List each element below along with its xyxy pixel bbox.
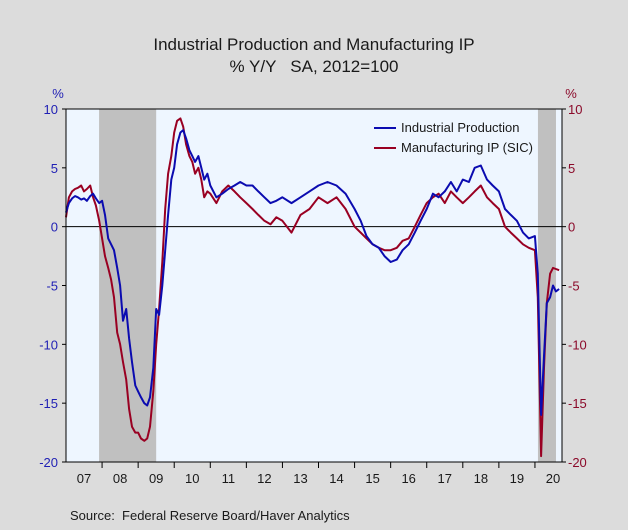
right-tick-label-6: -20 — [568, 455, 587, 470]
x-tick-label-14: 14 — [329, 471, 343, 486]
x-axis: 07 08 09 10 11 12 13 14 15 16 17 18 19 20 — [77, 462, 560, 486]
series-line-mfg — [65, 117, 560, 458]
right-axis-unit: % — [565, 86, 577, 101]
x-tick-label-07: 07 — [77, 471, 91, 486]
x-tick-label-11: 11 — [222, 471, 236, 486]
right-tick-label-0: 10 — [568, 102, 582, 117]
legend-label-mfg: Manufacturing IP (SIC) — [401, 140, 533, 155]
recession-band-0 — [99, 109, 157, 462]
right-axis: 10 5 0 -5 -10 -15 -20 — [562, 102, 587, 470]
right-tick-label-4: -10 — [568, 337, 587, 352]
series-line-ip — [65, 129, 560, 416]
left-tick-label-2: 0 — [51, 220, 58, 235]
recession-shading — [99, 109, 556, 462]
series-lines — [65, 117, 560, 458]
legend: Industrial Production Manufacturing IP (… — [374, 120, 533, 155]
x-tick-label-08: 08 — [113, 471, 127, 486]
x-tick-label-18: 18 — [474, 471, 488, 486]
left-tick-label-1: 5 — [51, 161, 58, 176]
right-tick-label-1: 5 — [568, 161, 575, 176]
x-tick-label-10: 10 — [185, 471, 199, 486]
left-tick-label-0: 10 — [44, 102, 58, 117]
x-tick-label-16: 16 — [401, 471, 415, 486]
left-tick-label-5: -15 — [39, 396, 58, 411]
x-tick-label-12: 12 — [257, 471, 271, 486]
left-axis-unit: % — [52, 86, 64, 101]
x-tick-label-17: 17 — [438, 471, 452, 486]
left-tick-label-3: -5 — [46, 279, 58, 294]
x-tick-label-15: 15 — [365, 471, 379, 486]
x-tick-label-09: 09 — [149, 471, 163, 486]
right-tick-label-3: -5 — [568, 279, 580, 294]
x-tick-label-13: 13 — [293, 471, 307, 486]
left-tick-label-4: -10 — [39, 337, 58, 352]
legend-label-ip: Industrial Production — [401, 120, 520, 135]
right-tick-label-5: -15 — [568, 396, 587, 411]
right-tick-label-2: 0 — [568, 220, 575, 235]
left-tick-label-6: -20 — [39, 455, 58, 470]
chart-subtitle: % Y/Y SA, 2012=100 — [229, 57, 398, 76]
chart-title: Industrial Production and Manufacturing … — [153, 35, 474, 54]
left-axis: 10 5 0 -5 -10 -15 -20 — [39, 102, 66, 470]
x-tick-label-20: 20 — [546, 471, 560, 486]
x-tick-label-19: 19 — [510, 471, 524, 486]
source-note: Source: Federal Reserve Board/Haver Anal… — [70, 508, 350, 523]
